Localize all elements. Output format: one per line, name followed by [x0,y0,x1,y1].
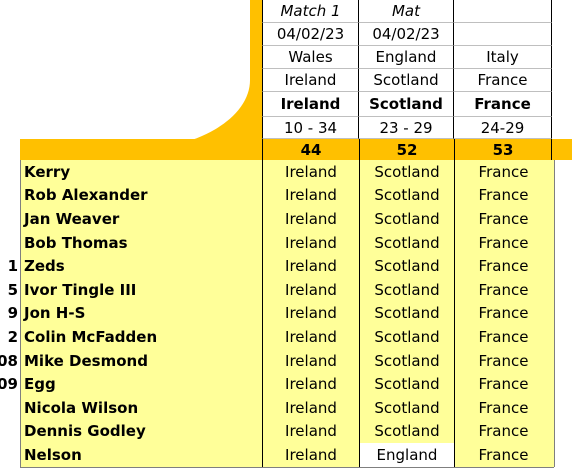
match-total-cell[interactable]: 52 [359,139,454,160]
pick-cell[interactable]: France [454,230,552,255]
player-name[interactable]: Kerry [24,162,71,181]
pick-cell[interactable]: France [454,301,552,326]
match-away-cell[interactable]: France [454,69,552,92]
pick-cell[interactable]: Scotland [359,183,454,208]
pick-cell[interactable]: Ireland [262,278,359,302]
match-winner-cell[interactable]: France [454,92,552,117]
match-label-cell[interactable]: Match 1 [262,0,359,23]
pick-cell[interactable]: Scotland [359,419,454,444]
pick-cell[interactable]: France [454,183,552,208]
player-name[interactable]: Bob Thomas [24,233,128,252]
pick-cell[interactable]: Scotland [359,230,454,255]
pick-cell[interactable]: Ireland [262,443,359,467]
pick-cell[interactable]: Ireland [262,396,359,420]
match-winner-cell[interactable]: Scotland [359,92,454,117]
pick-cell[interactable]: Scotland [359,301,454,326]
pick-cell[interactable]: France [454,372,552,396]
match-score-cell[interactable]: 10 - 34 [262,117,359,139]
match-score-cell[interactable]: 23 - 29 [359,117,454,139]
match-date-cell[interactable]: 04/02/23 [262,23,359,46]
pick-cell[interactable]: France [454,348,552,373]
match-total-cell[interactable]: 44 [262,139,359,160]
torn-edge [0,0,250,150]
row-number: 08 [0,348,18,373]
column-divider [554,160,555,467]
pick-cell[interactable]: Ireland [262,325,359,349]
pick-cell[interactable]: Scotland [359,348,454,373]
player-name[interactable]: Ivor Tingle III [24,280,137,299]
pick-cell[interactable]: Ireland [262,254,359,278]
pick-cell[interactable]: Scotland [359,325,454,349]
row-number: 1 [0,254,18,278]
pick-cell[interactable]: England [359,443,454,467]
player-name[interactable]: Dennis Godley [24,422,146,441]
pick-cell[interactable]: Ireland [262,183,359,208]
pick-cell[interactable]: Scotland [359,207,454,231]
pick-cell[interactable]: France [454,254,552,278]
match-score-cell[interactable]: 24-29 [454,117,552,139]
row-number: 9 [0,301,18,326]
match-away-cell[interactable]: Scotland [359,69,454,92]
match-label-cell[interactable] [454,0,552,23]
pick-cell[interactable]: Ireland [262,372,359,396]
pick-cell[interactable]: Ireland [262,230,359,255]
column-divider [20,160,21,467]
match-date-cell[interactable] [454,23,552,46]
match-home-cell[interactable]: Wales [262,46,359,69]
pick-cell[interactable]: France [454,278,552,302]
match-away-cell[interactable]: Ireland [262,69,359,92]
player-name[interactable]: Colin McFadden [24,327,158,346]
player-name[interactable]: Jan Weaver [24,209,120,228]
row-number: 09 [0,372,18,396]
player-name[interactable]: Nicola Wilson [24,398,139,417]
pick-cell[interactable]: France [454,160,552,184]
player-name[interactable]: Nelson [24,445,82,464]
pick-cell[interactable]: Ireland [262,348,359,373]
player-name[interactable]: Jon H-S [24,304,86,323]
row-divider [20,466,554,468]
pick-cell[interactable]: France [454,207,552,231]
player-name[interactable]: Mike Desmond [24,351,148,370]
match-label-cell[interactable]: Mat [359,0,454,23]
pick-cell[interactable]: Ireland [262,207,359,231]
pick-cell[interactable]: Scotland [359,372,454,396]
match-winner-cell[interactable]: Ireland [262,92,359,117]
player-name[interactable]: Zeds [24,257,65,276]
pick-cell[interactable]: Scotland [359,254,454,278]
pick-cell[interactable]: Ireland [262,419,359,444]
pick-cell[interactable]: Scotland [359,160,454,184]
player-name[interactable]: Egg [24,375,56,394]
match-home-cell[interactable]: Italy [454,46,552,69]
pick-cell[interactable]: France [454,396,552,420]
match-total-cell[interactable]: 53 [454,139,552,160]
row-number: 5 [0,278,18,302]
pick-cell[interactable]: Scotland [359,278,454,302]
pick-cell[interactable]: France [454,443,552,467]
pick-cell[interactable]: Scotland [359,396,454,420]
player-name[interactable]: Rob Alexander [24,186,148,205]
match-date-cell[interactable]: 04/02/23 [359,23,454,46]
pick-cell[interactable]: France [454,419,552,444]
row-number: 2 [0,325,18,349]
match-home-cell[interactable]: England [359,46,454,69]
pick-cell[interactable]: Ireland [262,160,359,184]
pick-cell[interactable]: Ireland [262,301,359,326]
pick-cell[interactable]: France [454,325,552,349]
